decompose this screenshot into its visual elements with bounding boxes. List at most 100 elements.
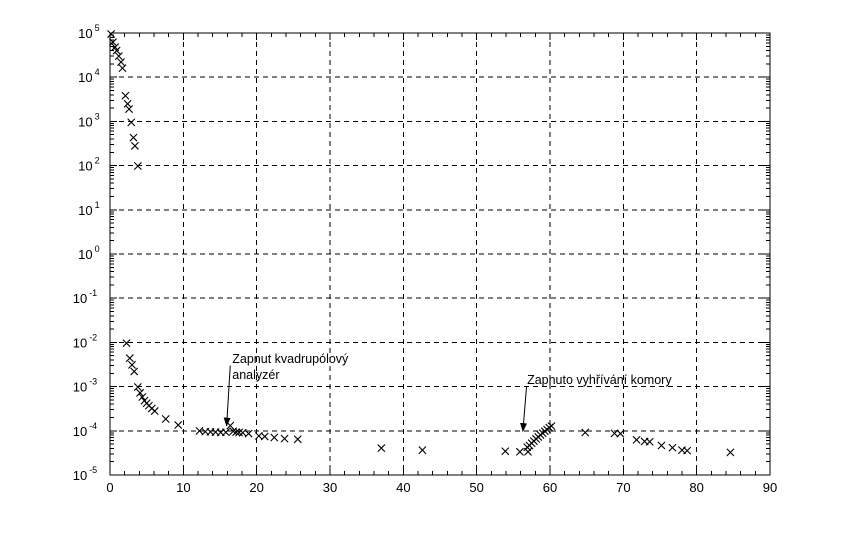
data-point bbox=[130, 367, 139, 376]
data-point bbox=[133, 161, 142, 170]
y-tick-label: 10 1 bbox=[78, 200, 99, 218]
svg-text:10: 10 bbox=[73, 291, 87, 306]
data-point bbox=[112, 46, 121, 55]
data-point bbox=[260, 432, 269, 441]
data-point bbox=[280, 434, 289, 443]
x-tick-label: 10 bbox=[176, 480, 190, 495]
x-tick-label: 70 bbox=[616, 480, 630, 495]
svg-text:10: 10 bbox=[78, 114, 92, 129]
y-tick-label: 10 -3 bbox=[73, 377, 97, 395]
data-point bbox=[129, 133, 138, 142]
data-markers bbox=[107, 29, 735, 457]
x-tick-label: 50 bbox=[469, 480, 483, 495]
svg-text:10: 10 bbox=[73, 424, 87, 439]
data-point bbox=[610, 429, 619, 438]
x-tick-label: 80 bbox=[689, 480, 703, 495]
data-point bbox=[133, 382, 142, 391]
data-point bbox=[668, 443, 677, 452]
data-point bbox=[107, 29, 116, 38]
svg-text:10: 10 bbox=[73, 335, 87, 350]
annotation-quadrupole: Zapnut kvadrupólový analyzér bbox=[223, 352, 349, 427]
annotation-text-line: Zapnut kvadrupólový bbox=[232, 352, 349, 366]
data-point bbox=[123, 99, 132, 108]
x-tick-label: 30 bbox=[323, 480, 337, 495]
svg-text:1: 1 bbox=[95, 200, 100, 210]
data-point bbox=[657, 441, 666, 450]
svg-text:4: 4 bbox=[95, 67, 100, 77]
data-point bbox=[616, 429, 625, 438]
data-point bbox=[125, 105, 134, 114]
svg-text:10: 10 bbox=[78, 247, 92, 262]
data-point bbox=[221, 428, 230, 437]
y-tick-label: 10 5 bbox=[78, 23, 99, 41]
data-point bbox=[118, 64, 127, 73]
y-tick-label: 10 -2 bbox=[73, 332, 97, 350]
data-point bbox=[150, 407, 159, 416]
x-tick-label: 60 bbox=[543, 480, 557, 495]
x-tick-label: 40 bbox=[396, 480, 410, 495]
y-tick-label: 10 -1 bbox=[73, 288, 97, 306]
grid-lines bbox=[110, 33, 770, 475]
y-tick-label: 10 3 bbox=[78, 111, 99, 129]
data-point bbox=[235, 428, 244, 437]
data-point bbox=[161, 415, 170, 423]
data-point bbox=[108, 38, 117, 47]
data-point bbox=[515, 447, 524, 456]
svg-text:-4: -4 bbox=[89, 421, 97, 431]
plot-annotations: Zapnut kvadrupólový analyzér Zapnuto vyhří… bbox=[223, 352, 672, 433]
annotation-arrow bbox=[223, 365, 231, 427]
svg-text:10: 10 bbox=[78, 26, 92, 41]
x-tick-label: 20 bbox=[249, 480, 263, 495]
svg-text:-2: -2 bbox=[89, 332, 97, 342]
y-tick-label: 10 2 bbox=[78, 156, 99, 174]
annotation-text-line: Zapnuto vyhřívání komory bbox=[527, 373, 672, 387]
svg-text:10: 10 bbox=[78, 70, 92, 85]
x-tick-label: 0 bbox=[106, 480, 113, 495]
plot-frame bbox=[109, 32, 771, 476]
svg-text:0: 0 bbox=[95, 244, 100, 254]
data-point bbox=[683, 446, 692, 455]
data-point bbox=[136, 388, 145, 397]
data-point bbox=[501, 447, 510, 456]
data-point bbox=[174, 421, 183, 430]
data-point bbox=[547, 422, 556, 431]
y-tick-label: 10 0 bbox=[78, 244, 99, 262]
y-tick-label: 10 4 bbox=[78, 67, 99, 85]
data-point bbox=[125, 354, 134, 363]
data-point bbox=[127, 118, 136, 127]
data-point bbox=[645, 437, 654, 446]
svg-text:-5: -5 bbox=[89, 465, 97, 475]
series-0 bbox=[107, 29, 735, 457]
annotation-arrow bbox=[520, 386, 528, 433]
data-point bbox=[418, 446, 427, 455]
svg-text:-1: -1 bbox=[89, 288, 97, 298]
data-point bbox=[726, 448, 735, 457]
annotation-text-line: analyzér bbox=[232, 368, 279, 382]
data-point bbox=[121, 91, 130, 100]
data-point bbox=[128, 360, 136, 369]
data-point bbox=[138, 393, 147, 402]
annotation-chamber-heating: Zapnuto vyhřívání komory bbox=[520, 373, 672, 433]
data-point bbox=[117, 58, 125, 67]
data-point bbox=[114, 52, 123, 61]
data-point bbox=[232, 428, 241, 437]
svg-text:10: 10 bbox=[73, 468, 87, 483]
svg-text:-3: -3 bbox=[89, 377, 97, 387]
svg-text:5: 5 bbox=[95, 23, 100, 33]
data-point bbox=[293, 435, 302, 444]
y-tick-label: 10 -4 bbox=[73, 421, 97, 439]
data-point bbox=[270, 433, 279, 442]
svg-text:3: 3 bbox=[95, 111, 100, 121]
x-tick-label: 90 bbox=[763, 480, 777, 495]
y-tick-label: 10 -5 bbox=[73, 465, 97, 483]
data-point bbox=[130, 141, 139, 150]
svg-text:10: 10 bbox=[78, 203, 92, 218]
data-point bbox=[581, 428, 590, 437]
svg-text:10: 10 bbox=[78, 159, 92, 174]
data-point bbox=[244, 429, 253, 438]
svg-text:10: 10 bbox=[73, 380, 87, 395]
